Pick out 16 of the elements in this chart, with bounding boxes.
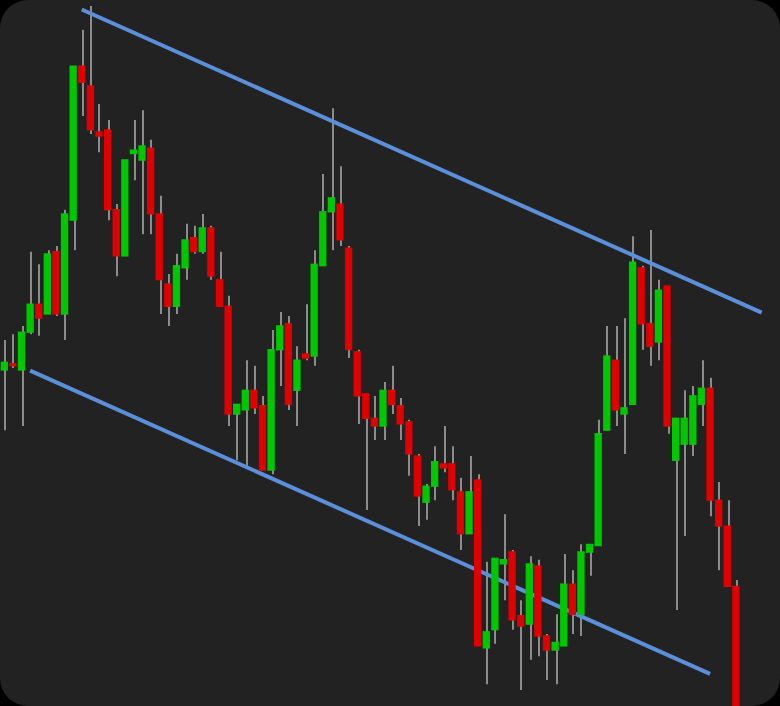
candlestick: [293, 345, 301, 427]
candlestick: [138, 109, 146, 236]
candlestick: [241, 359, 249, 467]
candlestick: [646, 229, 654, 367]
candlestick: [9, 333, 17, 369]
candlestick: [671, 417, 680, 612]
candlestick: [0, 338, 8, 432]
candlestick: [413, 453, 422, 528]
candlestick: [353, 348, 361, 425]
candlestick: [35, 263, 43, 337]
candlestick: [465, 455, 473, 535]
candlestick: [568, 569, 577, 635]
candlestick: [379, 380, 387, 441]
candlestick: [301, 303, 310, 362]
candlestick: [198, 212, 206, 255]
candlestick: [86, 5, 95, 136]
